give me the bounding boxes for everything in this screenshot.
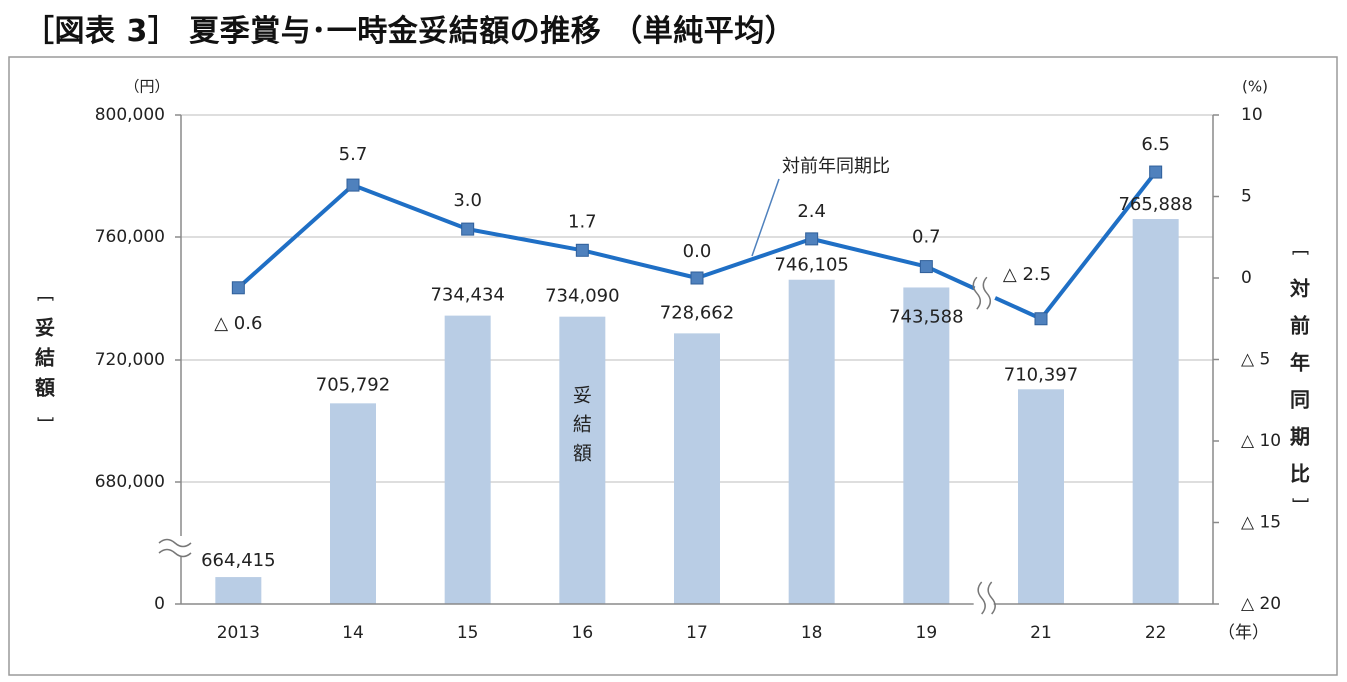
- chart-frame: [8, 56, 1338, 676]
- right-axis-title: 年: [1290, 351, 1310, 375]
- right-tick-label: 0: [1241, 268, 1252, 288]
- bar-19: [903, 287, 950, 604]
- right-axis-title: 期: [1290, 425, 1310, 449]
- bar-series: [215, 219, 1179, 604]
- line-label-14: 5.7: [339, 144, 368, 165]
- right-tick-label: △ 5: [1241, 350, 1270, 370]
- line-break-mark: [972, 276, 982, 310]
- bar-2013: [215, 577, 262, 604]
- x-tick-label: 16: [572, 623, 594, 643]
- axes: 0 680,000 720,000 760,000 800,000 10 5 0 △ 5 △ 10…: [34, 78, 1311, 644]
- line-series: [231, 165, 1163, 326]
- bar-series-annotation: 額: [573, 443, 592, 465]
- line-segment: [994, 296, 1042, 321]
- data-labels: 664,415 705,792 734,434 734,090 728,662 746,1…: [201, 134, 1193, 571]
- right-tick-label: 5: [1241, 187, 1252, 207]
- line-marker-22: [1149, 165, 1163, 179]
- line-label-21: △ 2.5: [1003, 264, 1051, 285]
- x-tick-label: 15: [457, 623, 479, 643]
- right-tick-label: △ 10: [1241, 431, 1281, 451]
- line-segment: [1039, 170, 1158, 320]
- x-tick-label: 18: [801, 623, 823, 643]
- line-label-15: 3.0: [453, 190, 482, 211]
- line-segment: [925, 264, 976, 291]
- line-marker-21: [1034, 312, 1048, 326]
- line-marker-17: [690, 271, 704, 285]
- line-marker-2013: [231, 281, 245, 295]
- bar-16: [559, 316, 606, 604]
- bar-14: [330, 403, 376, 604]
- left-tick-label: 760,000: [95, 227, 165, 247]
- left-axis-unit: （円）: [124, 78, 169, 96]
- bar-label-15: 734,434: [430, 285, 504, 306]
- bar-18: [788, 279, 835, 604]
- right-axis-title: 同: [1290, 388, 1310, 412]
- bar-label-16: 734,090: [545, 286, 619, 307]
- x-tick-label: 17: [686, 623, 708, 643]
- line-label-19: 0.7: [912, 227, 941, 248]
- yaxis-break-mark: [158, 538, 192, 548]
- xaxis-break-mark: [987, 581, 996, 615]
- bar-label-19: 743,588: [889, 306, 963, 327]
- right-axis-title: 比: [1290, 462, 1310, 486]
- line-marker-18: [805, 232, 819, 246]
- bar-label-14: 705,792: [316, 374, 390, 395]
- right-axis-title: ]: [1290, 496, 1311, 503]
- right-tick-label: △ 15: [1241, 513, 1281, 533]
- bar-label-21: 710,397: [1004, 364, 1078, 385]
- right-axis-title: 対: [1289, 277, 1310, 301]
- line-label-17: 0.0: [683, 241, 712, 262]
- right-axis-title: 前: [1290, 314, 1310, 338]
- bar-label-18: 746,105: [774, 255, 848, 276]
- x-tick-label: 14: [342, 623, 364, 643]
- bar-17: [674, 333, 720, 604]
- line-label-2013: △ 0.6: [214, 313, 262, 334]
- left-axis-title: 妥: [35, 316, 55, 340]
- x-tick-label: 2013: [217, 623, 260, 643]
- right-tick-label: 10: [1241, 105, 1263, 125]
- left-axis-title: 額: [34, 376, 55, 400]
- bar-label-17: 728,662: [660, 302, 734, 323]
- left-tick-label: 680,000: [95, 472, 165, 492]
- right-axis-title: [: [1290, 249, 1311, 256]
- line-marker-15: [461, 222, 475, 236]
- bar-series-annotation: 妥: [573, 385, 592, 407]
- bar-series-annotation: 結: [573, 414, 592, 436]
- line-break-mark: [982, 276, 992, 310]
- left-axis-title: [: [35, 295, 56, 302]
- line-label-22: 6.5: [1141, 134, 1170, 155]
- axis-breaks: [157, 276, 996, 616]
- bar-15: [444, 315, 491, 604]
- left-axis-title: ]: [35, 415, 56, 422]
- bar-label-22: 765,888: [1118, 194, 1192, 215]
- line-marker-19: [919, 260, 933, 274]
- line-marker-14: [346, 178, 360, 192]
- line-label-18: 2.4: [797, 201, 826, 222]
- bar-label-2013: 664,415: [201, 550, 275, 571]
- x-tick-label: 21: [1030, 623, 1052, 643]
- annotation-leader-line: [751, 178, 780, 257]
- right-tick-label: △ 20: [1241, 594, 1281, 614]
- line-label-16: 1.7: [568, 211, 597, 232]
- x-tick-label: 19: [916, 623, 938, 643]
- page-title: ［図表 3］ 夏季賞与･一時金妥結額の推移 （単純平均）: [24, 14, 796, 49]
- left-tick-label: 800,000: [95, 105, 165, 125]
- bar-22: [1132, 219, 1179, 604]
- yaxis-break-gap: [157, 536, 187, 556]
- right-axis-unit: (%): [1242, 78, 1268, 96]
- left-tick-label: 720,000: [95, 350, 165, 370]
- line-marker-16: [575, 243, 589, 257]
- x-axis-unit: （年）: [1218, 623, 1269, 643]
- bar-21: [1018, 389, 1064, 604]
- xaxis-break-mark: [977, 581, 986, 615]
- yaxis-break-mark: [158, 548, 192, 558]
- left-tick-label: 0: [154, 594, 165, 614]
- annotations: 妥結額 対前年同期比: [573, 156, 890, 465]
- x-tick-label: 22: [1145, 623, 1167, 643]
- left-axis-title: 結: [35, 346, 55, 370]
- line-series-annotation: 対前年同期比: [782, 156, 890, 177]
